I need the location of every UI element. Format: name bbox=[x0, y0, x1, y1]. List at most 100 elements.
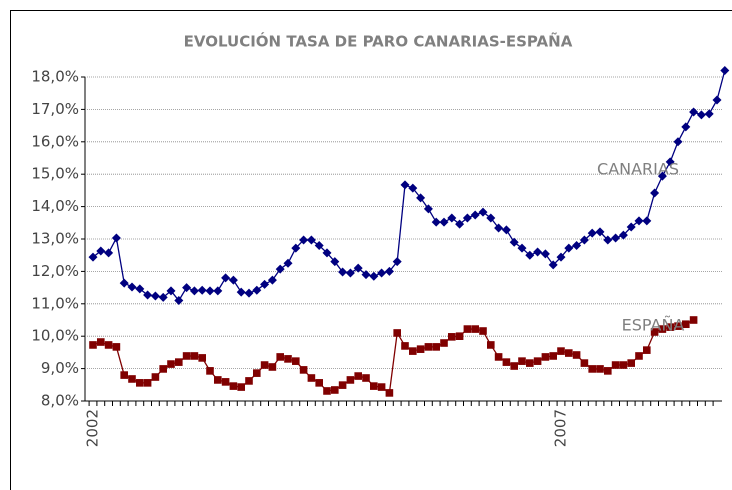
marker bbox=[284, 355, 292, 363]
marker bbox=[260, 279, 270, 289]
marker bbox=[252, 285, 262, 295]
marker bbox=[431, 217, 441, 227]
marker bbox=[361, 270, 371, 280]
marker bbox=[307, 374, 316, 382]
marker bbox=[494, 223, 504, 233]
marker bbox=[143, 290, 153, 300]
marker bbox=[556, 252, 566, 262]
marker bbox=[447, 213, 457, 223]
marker bbox=[205, 286, 215, 296]
marker bbox=[657, 171, 667, 181]
marker bbox=[619, 361, 628, 369]
marker bbox=[345, 268, 355, 278]
marker bbox=[681, 122, 691, 132]
marker bbox=[526, 359, 534, 367]
marker bbox=[627, 359, 635, 367]
marker bbox=[377, 383, 386, 391]
marker bbox=[674, 322, 682, 330]
marker bbox=[330, 257, 340, 267]
marker bbox=[291, 243, 301, 253]
marker bbox=[151, 373, 160, 381]
series-label: CANARIAS bbox=[597, 160, 679, 179]
marker bbox=[167, 360, 175, 368]
y-tick-label: 17,0% bbox=[31, 100, 79, 118]
marker bbox=[338, 267, 348, 277]
marker bbox=[213, 286, 223, 296]
marker bbox=[385, 389, 394, 397]
marker bbox=[97, 338, 105, 346]
marker bbox=[237, 383, 245, 391]
marker bbox=[579, 235, 589, 245]
marker bbox=[159, 365, 167, 373]
marker bbox=[666, 323, 674, 331]
marker bbox=[292, 357, 300, 365]
marker bbox=[509, 237, 519, 247]
marker bbox=[182, 283, 192, 293]
marker bbox=[455, 332, 464, 340]
marker bbox=[541, 353, 550, 361]
marker bbox=[175, 358, 183, 366]
marker bbox=[96, 246, 106, 256]
marker bbox=[120, 371, 128, 379]
marker bbox=[119, 278, 129, 288]
marker bbox=[189, 286, 199, 296]
marker bbox=[244, 288, 254, 298]
x-tick-label: 2002 bbox=[84, 409, 102, 447]
marker bbox=[673, 137, 683, 147]
marker bbox=[322, 248, 332, 258]
marker bbox=[470, 210, 480, 220]
marker bbox=[346, 376, 355, 384]
marker bbox=[572, 240, 582, 250]
marker bbox=[354, 372, 362, 380]
marker bbox=[658, 325, 667, 333]
y-tick-label: 9,0% bbox=[41, 359, 79, 377]
marker bbox=[595, 227, 605, 237]
marker bbox=[650, 188, 660, 198]
marker bbox=[720, 66, 730, 76]
marker bbox=[704, 109, 714, 119]
marker bbox=[400, 180, 410, 190]
marker bbox=[533, 357, 542, 365]
marker bbox=[299, 235, 309, 245]
plot bbox=[88, 66, 730, 397]
marker bbox=[486, 213, 496, 223]
marker bbox=[221, 273, 231, 283]
marker bbox=[384, 266, 394, 276]
y-tick-label: 8,0% bbox=[41, 392, 79, 410]
marker bbox=[127, 282, 137, 292]
marker bbox=[525, 250, 535, 260]
y-tick-label: 10,0% bbox=[31, 327, 79, 345]
marker bbox=[362, 374, 370, 382]
marker bbox=[634, 216, 644, 226]
marker bbox=[393, 329, 401, 337]
marker bbox=[229, 382, 238, 390]
marker bbox=[510, 362, 518, 370]
marker bbox=[369, 271, 379, 281]
marker bbox=[221, 378, 230, 386]
marker bbox=[136, 379, 144, 387]
marker bbox=[190, 352, 199, 360]
marker bbox=[564, 243, 574, 253]
marker bbox=[682, 320, 690, 329]
marker bbox=[370, 382, 378, 390]
marker bbox=[580, 359, 589, 367]
marker bbox=[565, 349, 573, 357]
marker bbox=[643, 346, 651, 354]
marker bbox=[392, 257, 402, 267]
marker bbox=[416, 193, 426, 203]
marker bbox=[432, 343, 440, 351]
marker bbox=[696, 110, 706, 120]
marker bbox=[306, 235, 316, 245]
marker bbox=[408, 183, 418, 193]
chart-frame bbox=[10, 10, 732, 490]
marker bbox=[463, 325, 472, 333]
marker bbox=[518, 357, 526, 365]
marker bbox=[104, 341, 113, 349]
marker bbox=[596, 365, 604, 373]
marker bbox=[275, 264, 285, 274]
marker bbox=[299, 366, 308, 374]
marker bbox=[267, 275, 277, 285]
marker bbox=[128, 375, 136, 383]
marker bbox=[588, 365, 596, 373]
